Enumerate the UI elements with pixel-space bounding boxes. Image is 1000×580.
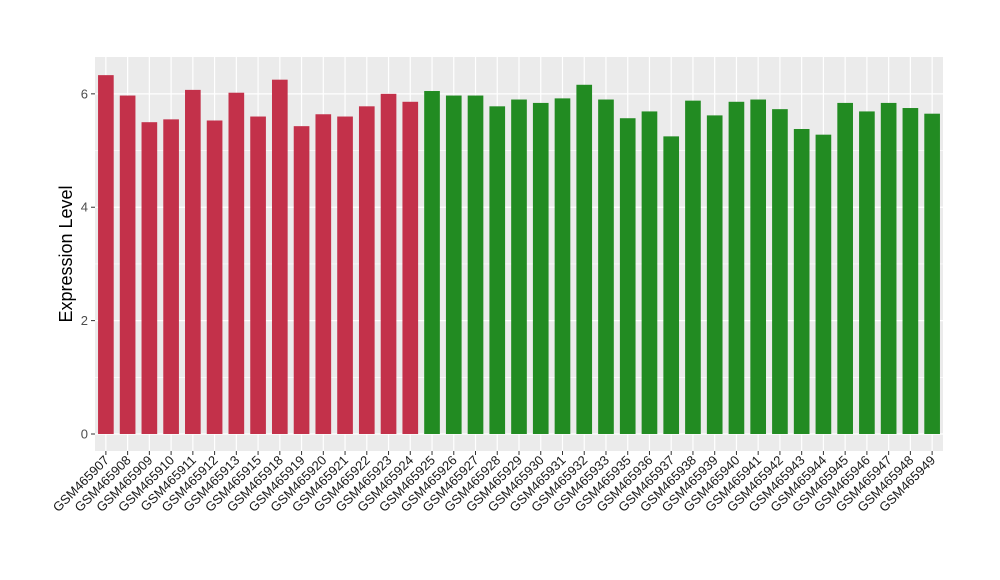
bar bbox=[859, 111, 875, 434]
bar bbox=[793, 128, 810, 434]
bar bbox=[315, 114, 332, 434]
bar bbox=[880, 102, 897, 434]
bar bbox=[619, 118, 636, 434]
bar bbox=[293, 126, 310, 434]
y-axis-title: Expression Level bbox=[56, 185, 76, 322]
bar bbox=[815, 134, 832, 434]
bar bbox=[445, 95, 462, 434]
bar bbox=[685, 100, 701, 434]
bar bbox=[598, 99, 614, 434]
bar bbox=[185, 89, 201, 434]
bar bbox=[141, 122, 158, 434]
bar bbox=[467, 95, 484, 434]
bar bbox=[98, 75, 114, 434]
bar bbox=[119, 95, 136, 434]
y-tick-label: 0 bbox=[81, 426, 88, 441]
bar bbox=[489, 106, 506, 434]
bar bbox=[250, 116, 266, 434]
bar bbox=[511, 99, 527, 434]
bar bbox=[337, 116, 353, 434]
bar bbox=[532, 102, 549, 434]
bar bbox=[772, 109, 788, 434]
bar bbox=[837, 102, 853, 434]
bar bbox=[554, 98, 571, 434]
bar bbox=[206, 120, 223, 434]
bar bbox=[163, 119, 179, 434]
bar bbox=[706, 115, 723, 434]
bar bbox=[271, 79, 288, 434]
bar bbox=[750, 99, 767, 434]
bar bbox=[380, 93, 397, 434]
bar bbox=[576, 84, 593, 434]
bar bbox=[728, 101, 745, 434]
bar bbox=[902, 108, 919, 434]
bar bbox=[228, 92, 245, 434]
bar bbox=[641, 111, 658, 434]
bar bbox=[663, 136, 680, 434]
bar bbox=[924, 113, 940, 434]
bar bbox=[402, 101, 419, 434]
y-tick-label: 6 bbox=[81, 86, 88, 101]
y-tick-label: 2 bbox=[81, 313, 88, 328]
bar bbox=[424, 91, 440, 434]
bar bbox=[358, 106, 375, 434]
x-axis: GSM465907GSM465908GSM465909GSM465910GSM4… bbox=[50, 451, 938, 515]
y-tick-label: 4 bbox=[81, 200, 88, 215]
bars bbox=[98, 75, 940, 434]
y-axis: 0 2 4 6 bbox=[81, 86, 95, 441]
